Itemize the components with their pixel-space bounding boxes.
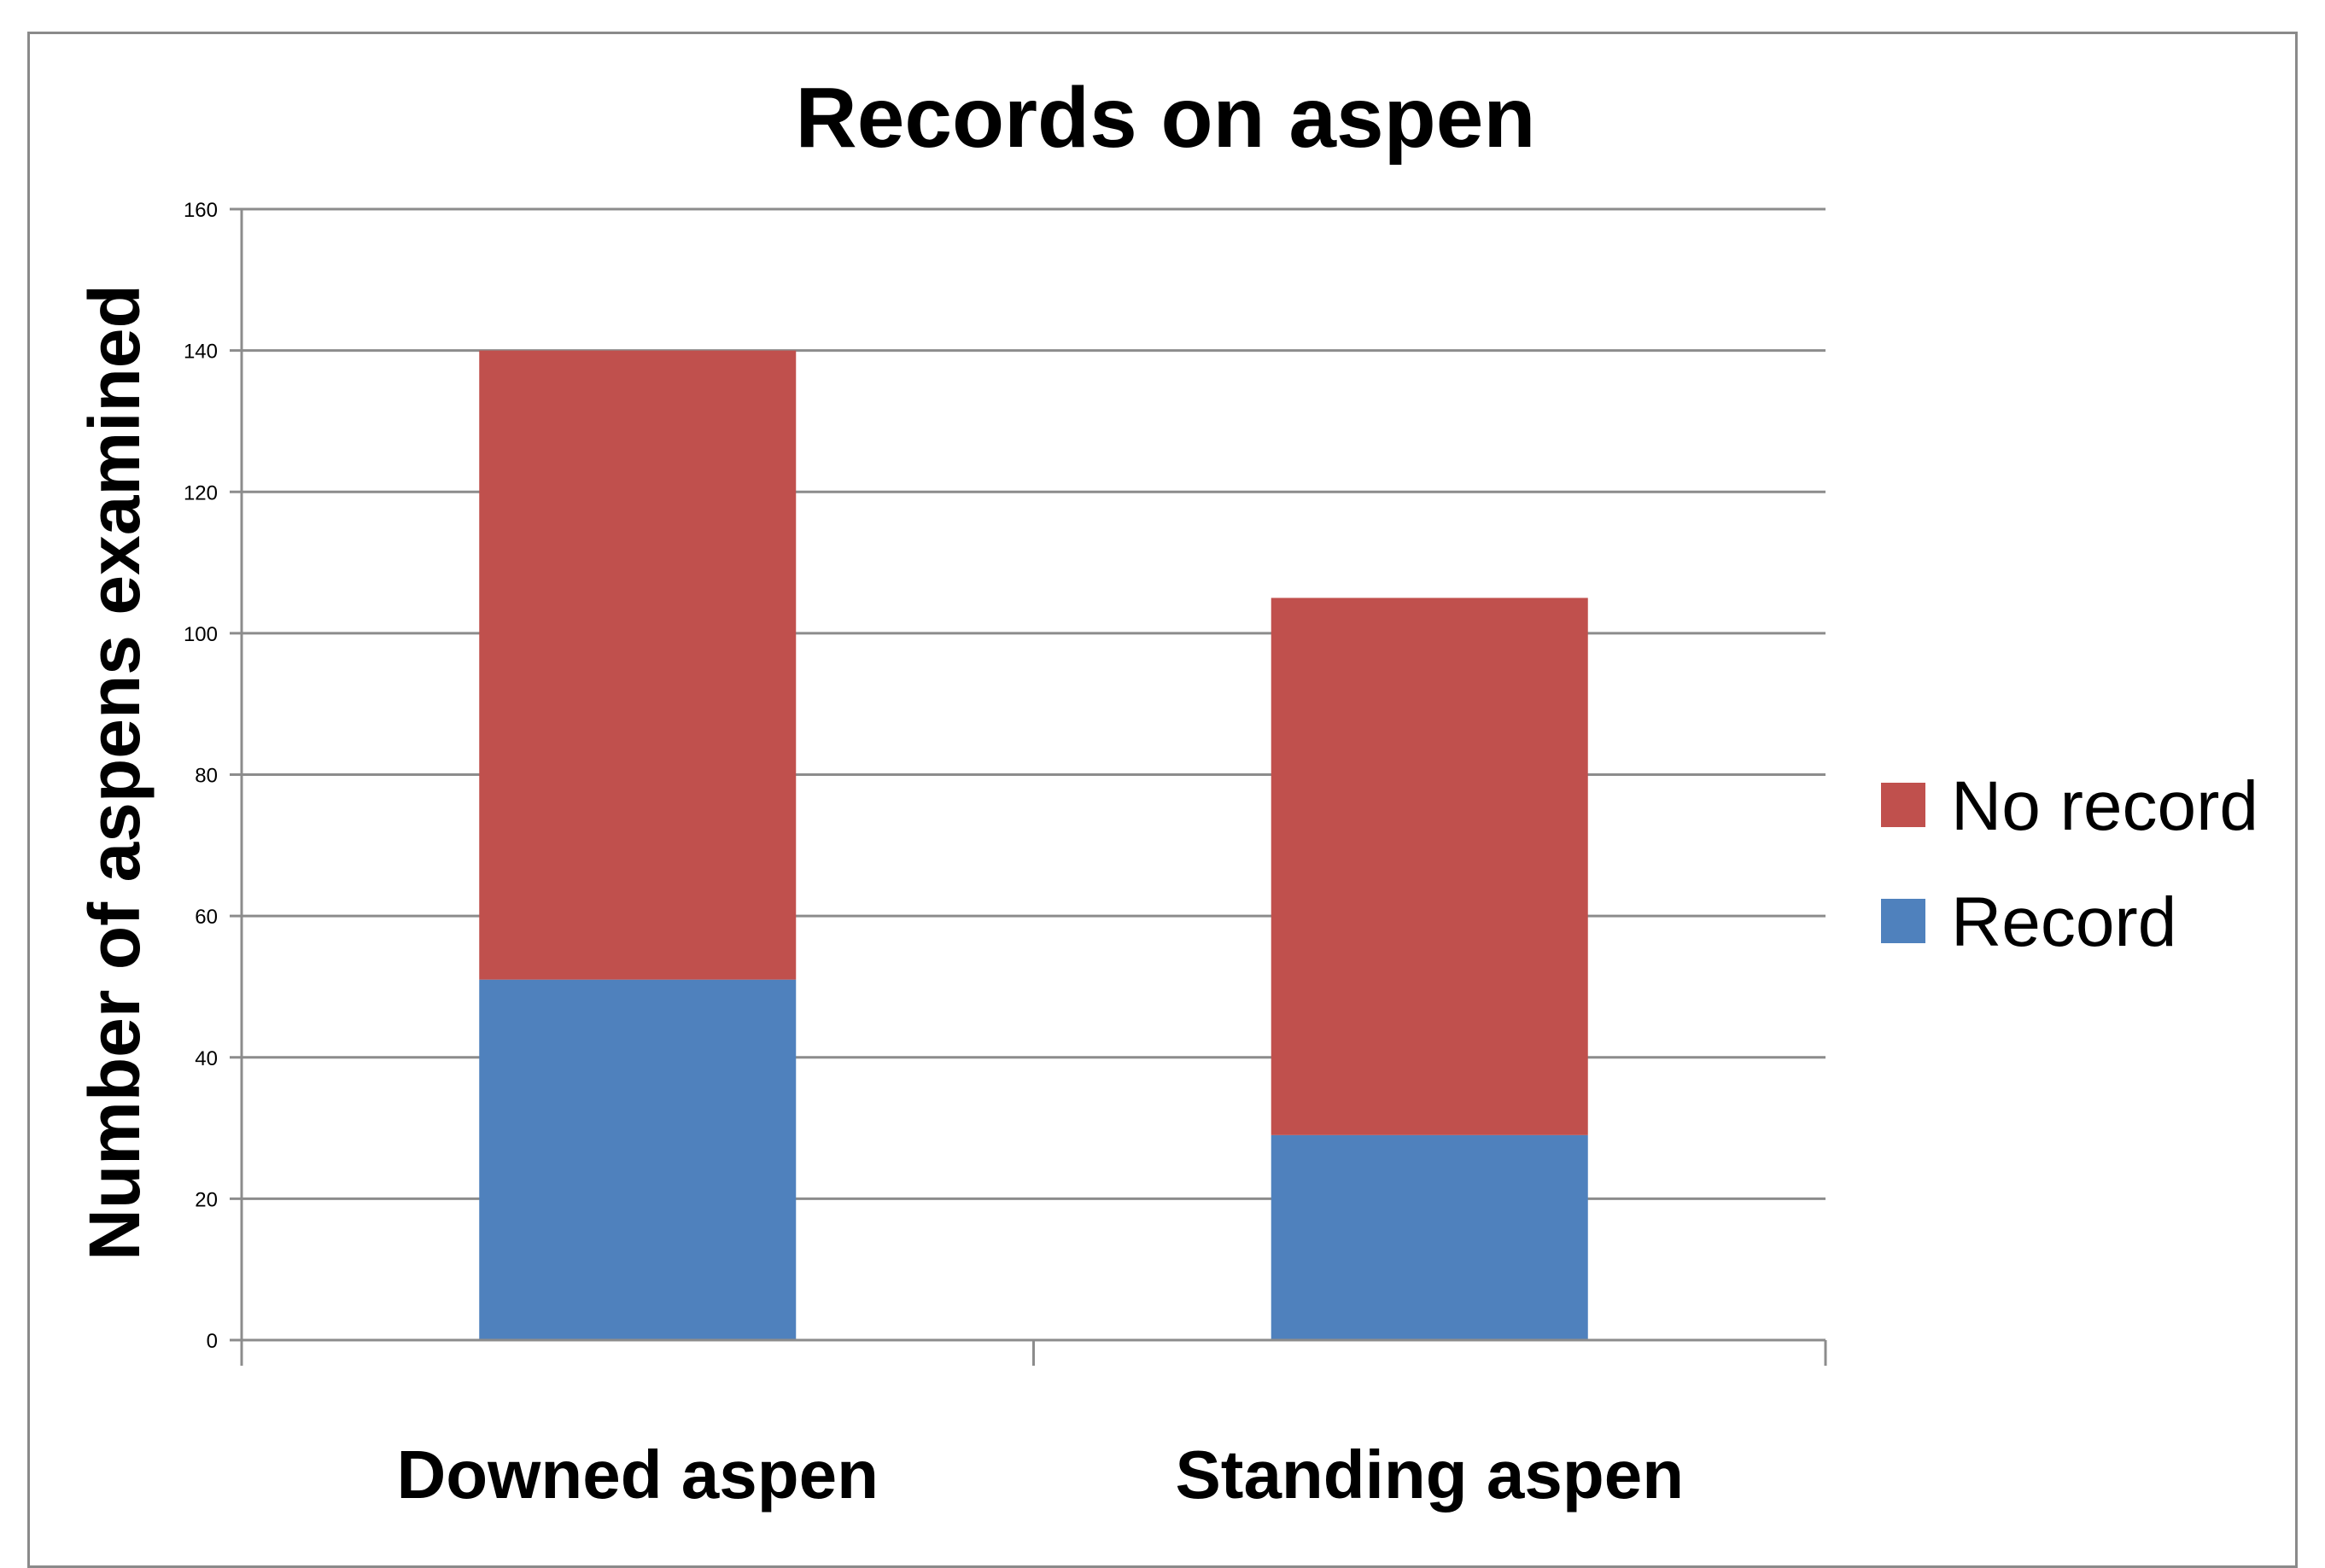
chart-title: Records on aspen — [796, 70, 1536, 166]
y-tick-label: 0 — [207, 1330, 218, 1353]
bar-no-record — [1271, 597, 1588, 1135]
y-tick-label: 40 — [195, 1047, 218, 1070]
chart-svg: 0 20 40 60 80 100 120 140 160 Downed aspen Standin… — [74, 70, 2258, 1513]
y-tick-label: 80 — [195, 765, 218, 788]
y-tick-label: 100 — [184, 623, 218, 646]
legend-swatch — [1881, 783, 1925, 827]
y-axis-label: Number of aspens examined — [74, 284, 155, 1261]
y-tick-label: 60 — [195, 906, 218, 929]
legend: No record Record — [1881, 767, 2258, 961]
axis-layer: 0 20 40 60 80 100 120 140 160 Downed aspen Standin… — [184, 199, 1827, 1513]
x-category-label: Standing aspen — [1175, 1437, 1684, 1513]
y-tick-label: 120 — [184, 481, 218, 504]
bar-record — [479, 979, 797, 1340]
y-tick-label: 20 — [195, 1188, 218, 1211]
x-category-label: Downed aspen — [396, 1437, 879, 1513]
bars-layer — [479, 350, 1588, 1340]
bar-record — [1271, 1134, 1588, 1340]
chart-container: 0 20 40 60 80 100 120 140 160 Downed aspen Standin… — [27, 32, 2298, 1568]
legend-label: Record — [1951, 883, 2176, 961]
legend-swatch — [1881, 899, 1925, 943]
legend-label: No record — [1951, 767, 2258, 845]
y-tick-label: 140 — [184, 341, 218, 364]
y-tick-label: 160 — [184, 199, 218, 222]
bar-no-record — [479, 350, 797, 980]
